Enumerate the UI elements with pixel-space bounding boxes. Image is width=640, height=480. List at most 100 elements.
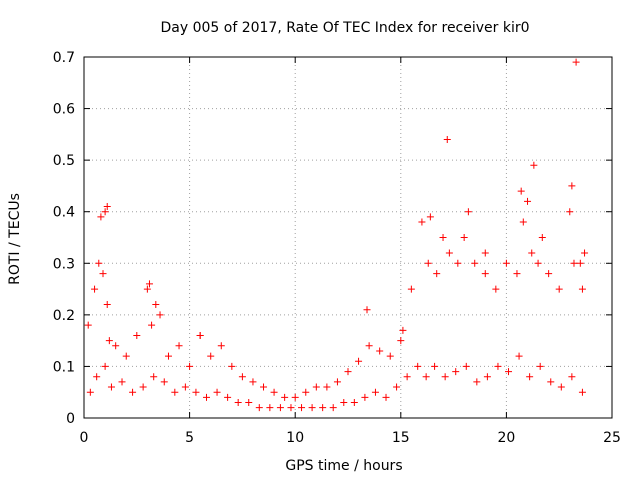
- data-point: [393, 383, 401, 391]
- data-point: [431, 362, 439, 370]
- data-point: [133, 331, 141, 339]
- data-point: [547, 378, 555, 386]
- data-point: [524, 197, 532, 205]
- data-point: [519, 218, 527, 226]
- data-point: [101, 208, 109, 216]
- data-point: [492, 285, 500, 293]
- data-point: [145, 280, 153, 288]
- data-point: [103, 203, 111, 211]
- data-point: [403, 373, 411, 381]
- data-point: [99, 270, 107, 278]
- data-point: [308, 404, 316, 412]
- y-tick-label: 0.3: [53, 256, 75, 272]
- data-point: [483, 373, 491, 381]
- data-point: [181, 383, 189, 391]
- data-point: [107, 383, 115, 391]
- y-axis-label: ROTI / TECUs: [7, 193, 23, 285]
- data-point: [276, 404, 284, 412]
- data-point: [481, 270, 489, 278]
- data-point: [150, 373, 158, 381]
- data-point: [568, 373, 576, 381]
- data-point: [361, 393, 369, 401]
- data-point: [515, 352, 523, 360]
- data-point: [298, 404, 306, 412]
- data-point: [443, 136, 451, 144]
- data-point: [224, 393, 232, 401]
- data-point: [382, 393, 390, 401]
- data-point: [422, 373, 430, 381]
- data-point: [139, 383, 147, 391]
- grid-lines: [84, 57, 612, 418]
- data-point: [344, 368, 352, 376]
- data-point: [152, 301, 160, 309]
- data-point: [528, 249, 536, 257]
- data-point: [536, 362, 544, 370]
- data-point: [238, 373, 246, 381]
- data-point: [454, 259, 462, 267]
- data-point: [156, 311, 164, 319]
- data-point: [530, 161, 538, 169]
- data-point: [555, 285, 563, 293]
- data-point: [207, 352, 215, 360]
- data-point: [517, 187, 525, 195]
- data-point: [365, 342, 373, 350]
- x-tick-label: 10: [286, 430, 304, 446]
- data-point: [103, 301, 111, 309]
- data-points: [84, 58, 589, 412]
- data-point: [164, 352, 172, 360]
- data-point: [433, 270, 441, 278]
- data-point: [414, 362, 422, 370]
- data-point: [371, 388, 379, 396]
- data-point: [101, 362, 109, 370]
- data-point: [302, 388, 310, 396]
- data-point: [86, 388, 94, 396]
- data-point: [502, 259, 510, 267]
- data-point: [196, 331, 204, 339]
- data-point: [578, 388, 586, 396]
- data-point: [460, 234, 468, 241]
- y-tick-label: 0: [66, 411, 75, 427]
- data-point: [572, 58, 580, 66]
- data-point: [424, 259, 432, 267]
- data-point: [312, 383, 320, 391]
- data-point: [228, 362, 236, 370]
- data-point: [266, 404, 274, 412]
- data-point: [445, 249, 453, 257]
- y-tick-label: 0.1: [53, 359, 75, 375]
- data-point: [234, 399, 242, 407]
- data-point: [148, 321, 156, 329]
- data-point: [534, 259, 542, 267]
- data-point: [143, 285, 151, 293]
- data-point: [260, 383, 268, 391]
- data-point: [217, 342, 225, 350]
- data-point: [505, 368, 513, 376]
- data-point: [122, 352, 130, 360]
- data-point: [397, 337, 405, 345]
- data-point: [399, 326, 407, 334]
- data-point: [105, 337, 113, 345]
- data-point: [340, 399, 348, 407]
- data-point: [462, 362, 470, 370]
- data-point: [112, 342, 120, 350]
- plot-frame: [83, 56, 613, 419]
- y-tick-label: 0.7: [53, 50, 75, 66]
- data-point: [93, 373, 101, 381]
- data-point: [464, 208, 472, 216]
- data-point: [526, 373, 534, 381]
- data-point: [386, 352, 394, 360]
- data-point: [160, 378, 168, 386]
- x-tick-label: 5: [185, 430, 194, 446]
- data-point: [192, 388, 200, 396]
- data-point: [84, 321, 92, 329]
- data-point: [418, 218, 426, 226]
- data-point: [129, 388, 137, 396]
- data-point: [452, 368, 460, 376]
- y-tick-label: 0.5: [53, 153, 75, 169]
- data-point: [118, 378, 126, 386]
- data-point: [202, 393, 210, 401]
- data-point: [97, 213, 105, 221]
- data-point: [439, 234, 447, 241]
- data-point: [281, 393, 289, 401]
- data-point: [557, 383, 565, 391]
- data-point: [319, 404, 327, 412]
